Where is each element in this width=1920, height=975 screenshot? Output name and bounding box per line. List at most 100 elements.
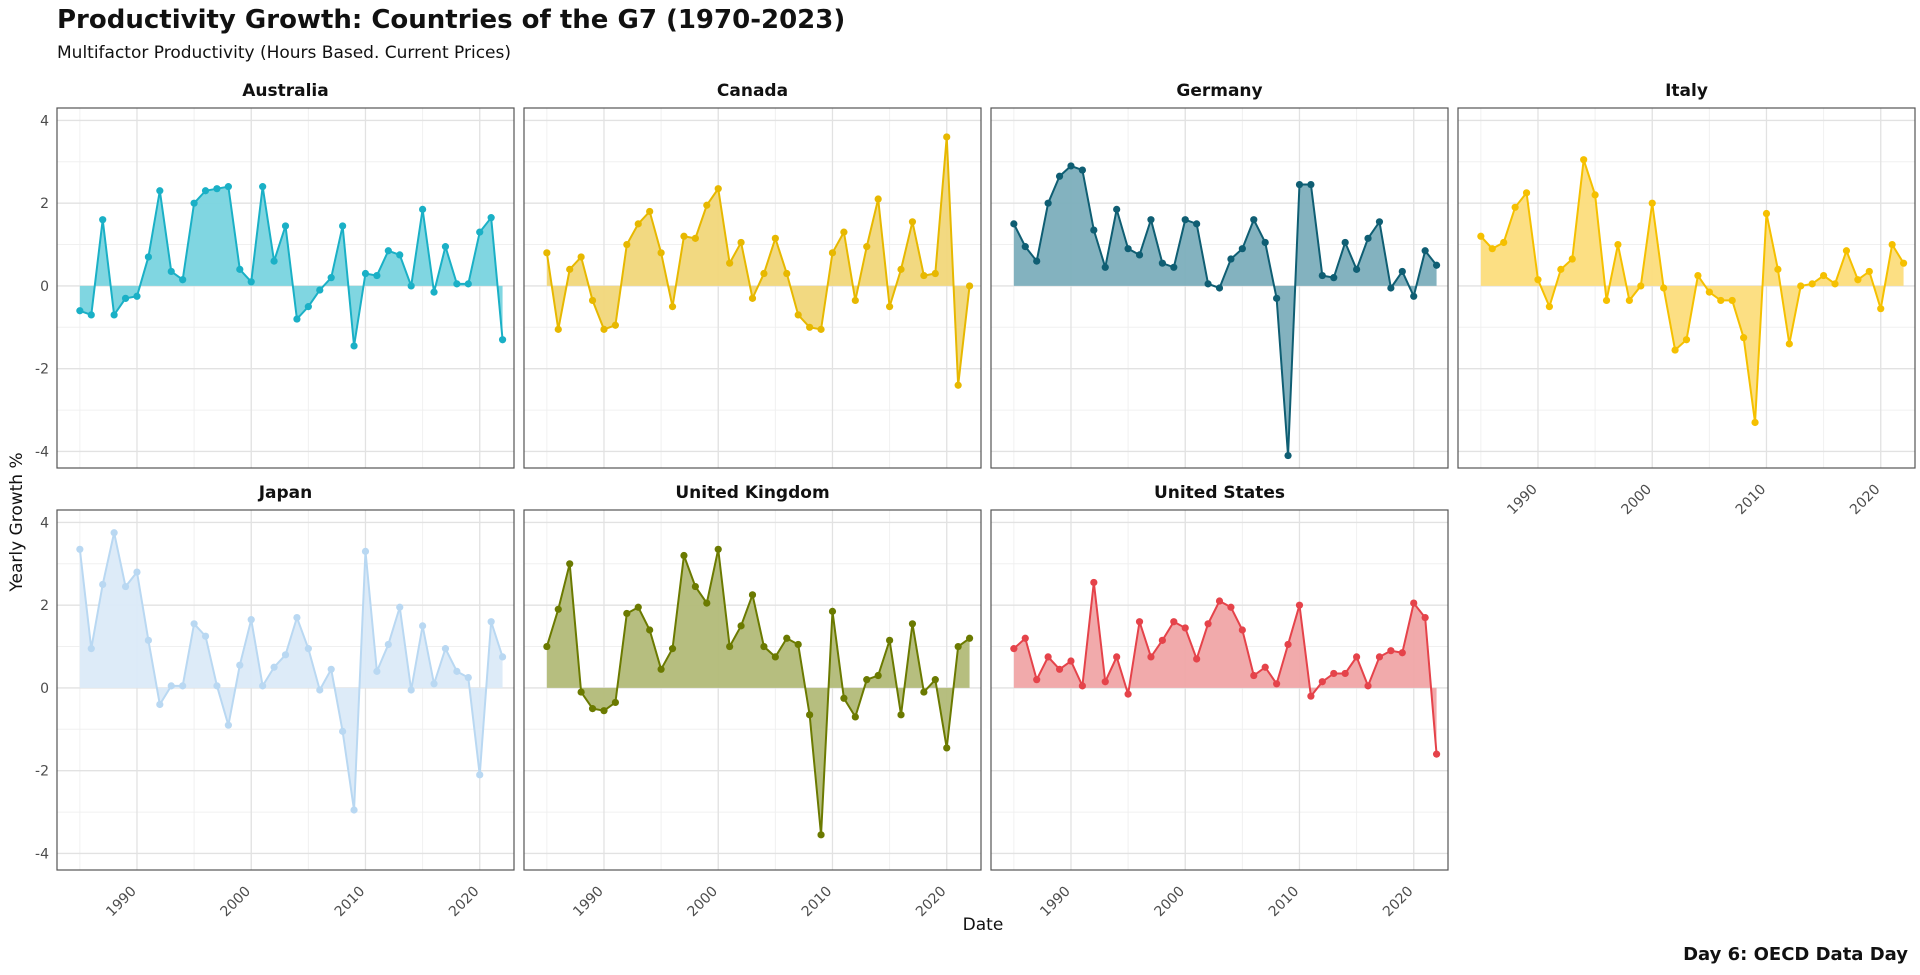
data-point [1181,216,1189,224]
data-point [886,303,894,311]
data-point [1078,682,1086,690]
data-point [453,667,461,675]
y-axis-title: Yearly Growth % [7,452,27,592]
data-point [270,257,278,265]
facet-title: Germany [1176,81,1262,101]
y-tick-label: -2 [35,362,49,378]
data-point [657,249,665,257]
panel-border [56,509,515,871]
data-point [1500,238,1508,247]
x-tick-label: 2010 [1266,884,1303,921]
facet-panel: Canada [523,81,982,469]
data-point [76,545,84,553]
data-point [1227,603,1235,611]
y-tick-label: -4 [35,444,49,460]
data-point [156,700,164,709]
data-point [304,303,312,311]
data-point [897,711,905,719]
data-point [110,529,118,537]
facet-title: United States [1154,483,1285,503]
data-point [487,214,495,222]
data-point [600,707,608,715]
data-point [1751,418,1759,427]
x-tick-label: 2020 [913,884,950,921]
data-point [748,294,757,302]
y-tick-label: -4 [35,846,49,862]
data-point [327,274,335,282]
data-point [771,653,779,661]
facet-title: Canada [717,81,788,101]
panel-border [1457,107,1916,469]
data-point [703,201,711,209]
data-point [965,282,974,290]
y-tick-label: 0 [40,681,49,697]
data-point [87,645,95,653]
x-tick-label: 2000 [1152,884,1189,921]
data-point [1375,653,1384,661]
data-point [133,292,141,300]
data-point [703,599,711,607]
data-point [1067,657,1075,665]
data-point [1250,216,1258,224]
data-point [1888,240,1896,249]
data-point [566,560,574,568]
data-point [1021,243,1029,251]
data-point [419,622,427,630]
data-point [190,199,198,207]
data-point [259,682,267,690]
data-point [236,265,244,273]
data-point [1101,678,1109,686]
data-point [99,216,107,224]
data-point [1341,669,1349,678]
data-point [110,311,118,319]
data-point [1488,245,1496,253]
data-point [1511,203,1519,211]
x-tick-label: 2020 [1847,482,1884,519]
x-tick-label: 2000 [685,884,722,921]
data-point [1421,247,1429,255]
data-point [908,620,917,628]
data-point [407,686,415,694]
data-point [179,276,187,284]
data-point [874,195,882,203]
data-point [1033,676,1041,684]
data-point [1090,226,1098,234]
data-point [304,645,312,653]
data-point [1387,647,1395,655]
data-point [224,721,232,729]
data-point [1330,274,1338,282]
data-point [1204,280,1212,288]
data-point [76,307,84,315]
data-point [1284,451,1292,460]
data-point [1591,191,1599,199]
x-tick-label: 2010 [799,884,836,921]
data-point [840,694,848,702]
data-point [201,632,210,640]
data-point [1648,199,1656,207]
data-point [156,187,164,195]
data-point [316,286,324,294]
data-point [167,682,175,690]
data-point [1124,690,1132,698]
data-point [1067,162,1075,170]
data-point [247,616,255,624]
data-point [1557,265,1565,273]
data-point [1421,613,1429,622]
data-point [771,234,779,242]
data-point [1295,180,1304,189]
data-point [1135,251,1144,259]
facet-title: Australia [242,81,329,101]
data-point [623,240,631,249]
data-point [1318,271,1326,280]
data-point [419,205,427,213]
data-point [611,321,620,329]
data-point [144,636,152,644]
y-tick-label: 0 [40,279,49,295]
data-point [874,671,882,680]
data-point [1637,282,1645,290]
data-point [646,207,654,216]
data-point [1238,626,1246,634]
data-point [316,686,324,694]
data-point [566,265,574,273]
